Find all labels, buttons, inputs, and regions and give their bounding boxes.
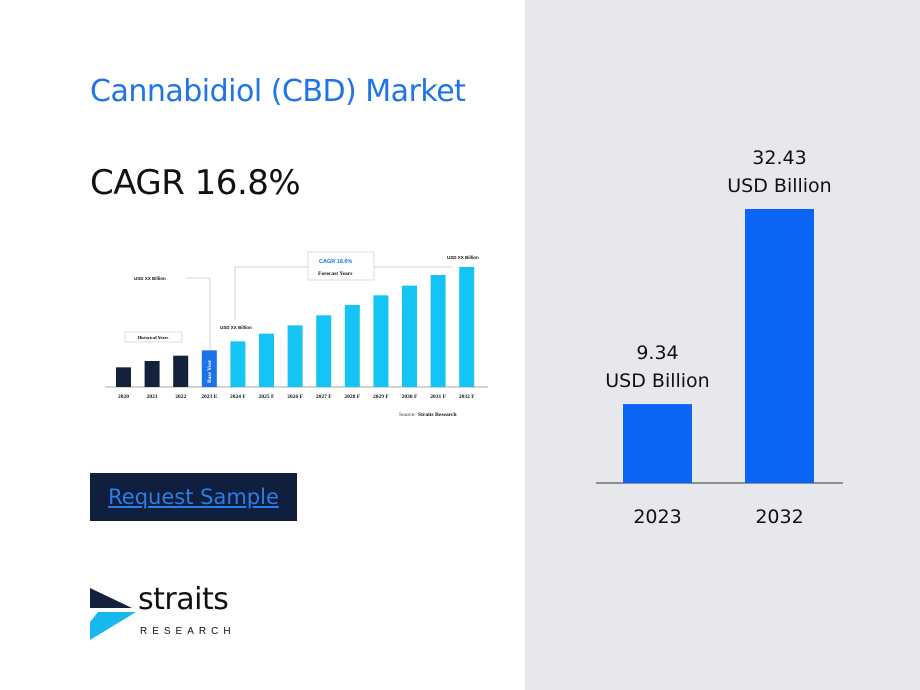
data-label-value: 32.43 (752, 147, 806, 169)
data-label-unit: USD Billion (605, 370, 709, 392)
thumb-bar-2020 (116, 367, 131, 387)
thumb-bar-2021 (144, 361, 160, 387)
thumb-tick-label: 2023 E (201, 394, 217, 400)
thumb-bar-2023 E (201, 350, 217, 387)
thumb-tick-label: 2030 F (402, 394, 418, 400)
cagr-value: CAGR 16.8% (90, 163, 301, 203)
thumb-cagr: CAGR 18.6% (319, 259, 352, 265)
bar-2032 (745, 209, 814, 483)
thumb-bar-2031 F (430, 275, 446, 387)
thumb-bar-2028 F (344, 305, 360, 387)
logo-wordmark: straits (138, 582, 229, 617)
forecast-arrow-left (234, 266, 308, 320)
thumb-tick-label: 2026 F (287, 394, 303, 400)
usd-left: USD XX Billion (134, 276, 166, 281)
cagr-box (307, 251, 375, 281)
usd-mid: USD XX Billion (220, 325, 252, 330)
data-label-unit: USD Billion (727, 175, 831, 197)
request-sample-button[interactable]: Request Sample (90, 473, 297, 521)
thumb-tick-label: 2024 F (230, 394, 246, 400)
thumb-bar-2022 (173, 355, 189, 387)
thumb-bar-2027 F (316, 315, 332, 387)
source-name: Straits Research (418, 412, 457, 418)
thumb-tick-label: 2025 F (259, 394, 275, 400)
thumb-bar-2026 F (287, 325, 303, 387)
request-sample-link[interactable]: Request Sample (108, 485, 279, 509)
thumb-bar-2024 F (230, 341, 246, 387)
x-tick-label: 2032 (755, 506, 803, 528)
bar-2023 (623, 404, 692, 483)
thumb-tick-label: 2020 (118, 394, 129, 400)
thumb-tick-label: 2027 F (316, 394, 332, 400)
usd-arrow (186, 277, 211, 350)
source-label: Source: (399, 412, 416, 418)
thumb-tick-label: 2029 F (373, 394, 389, 400)
historical-box (124, 331, 183, 343)
thumb-tick-label: 2032 F (459, 394, 475, 400)
logo-arrow-icon (90, 588, 136, 640)
historical-label: Historical Years (138, 335, 169, 340)
thumb-tick-label: 2021 (147, 394, 158, 400)
thumb-tick-label: 2028 F (344, 394, 360, 400)
right-panel (525, 0, 920, 690)
thumb-bar-2032 F (459, 267, 475, 387)
x-tick-label: 2023 (633, 506, 681, 528)
logo-subtitle: RESEARCH (140, 626, 236, 637)
page-title: Cannabidiol (CBD) Market (90, 74, 466, 109)
base-year-label: Base Year (207, 359, 213, 383)
thumb-tick-label: 2022 (175, 394, 186, 400)
logo: straits RESEARCH (90, 582, 231, 645)
main-bar-chart: 9.34 USD Billion 2023 32.43 USD Billion 2032 (596, 147, 843, 528)
data-label-value: 9.34 (636, 342, 678, 364)
thumb-bar-2025 F (259, 333, 274, 387)
forecast-label: Forecast Years (318, 271, 352, 277)
thumbnail-chart: 2020 2021 2022 2023 E 2024 F 2025 F 2026 F 2027… (105, 251, 488, 418)
thumb-bar-2030 F (402, 285, 417, 387)
thumb-bar-2029 F (373, 295, 389, 387)
thumb-tick-label: 2031 F (430, 394, 446, 400)
usd-right: USD XX Billion (447, 255, 479, 260)
